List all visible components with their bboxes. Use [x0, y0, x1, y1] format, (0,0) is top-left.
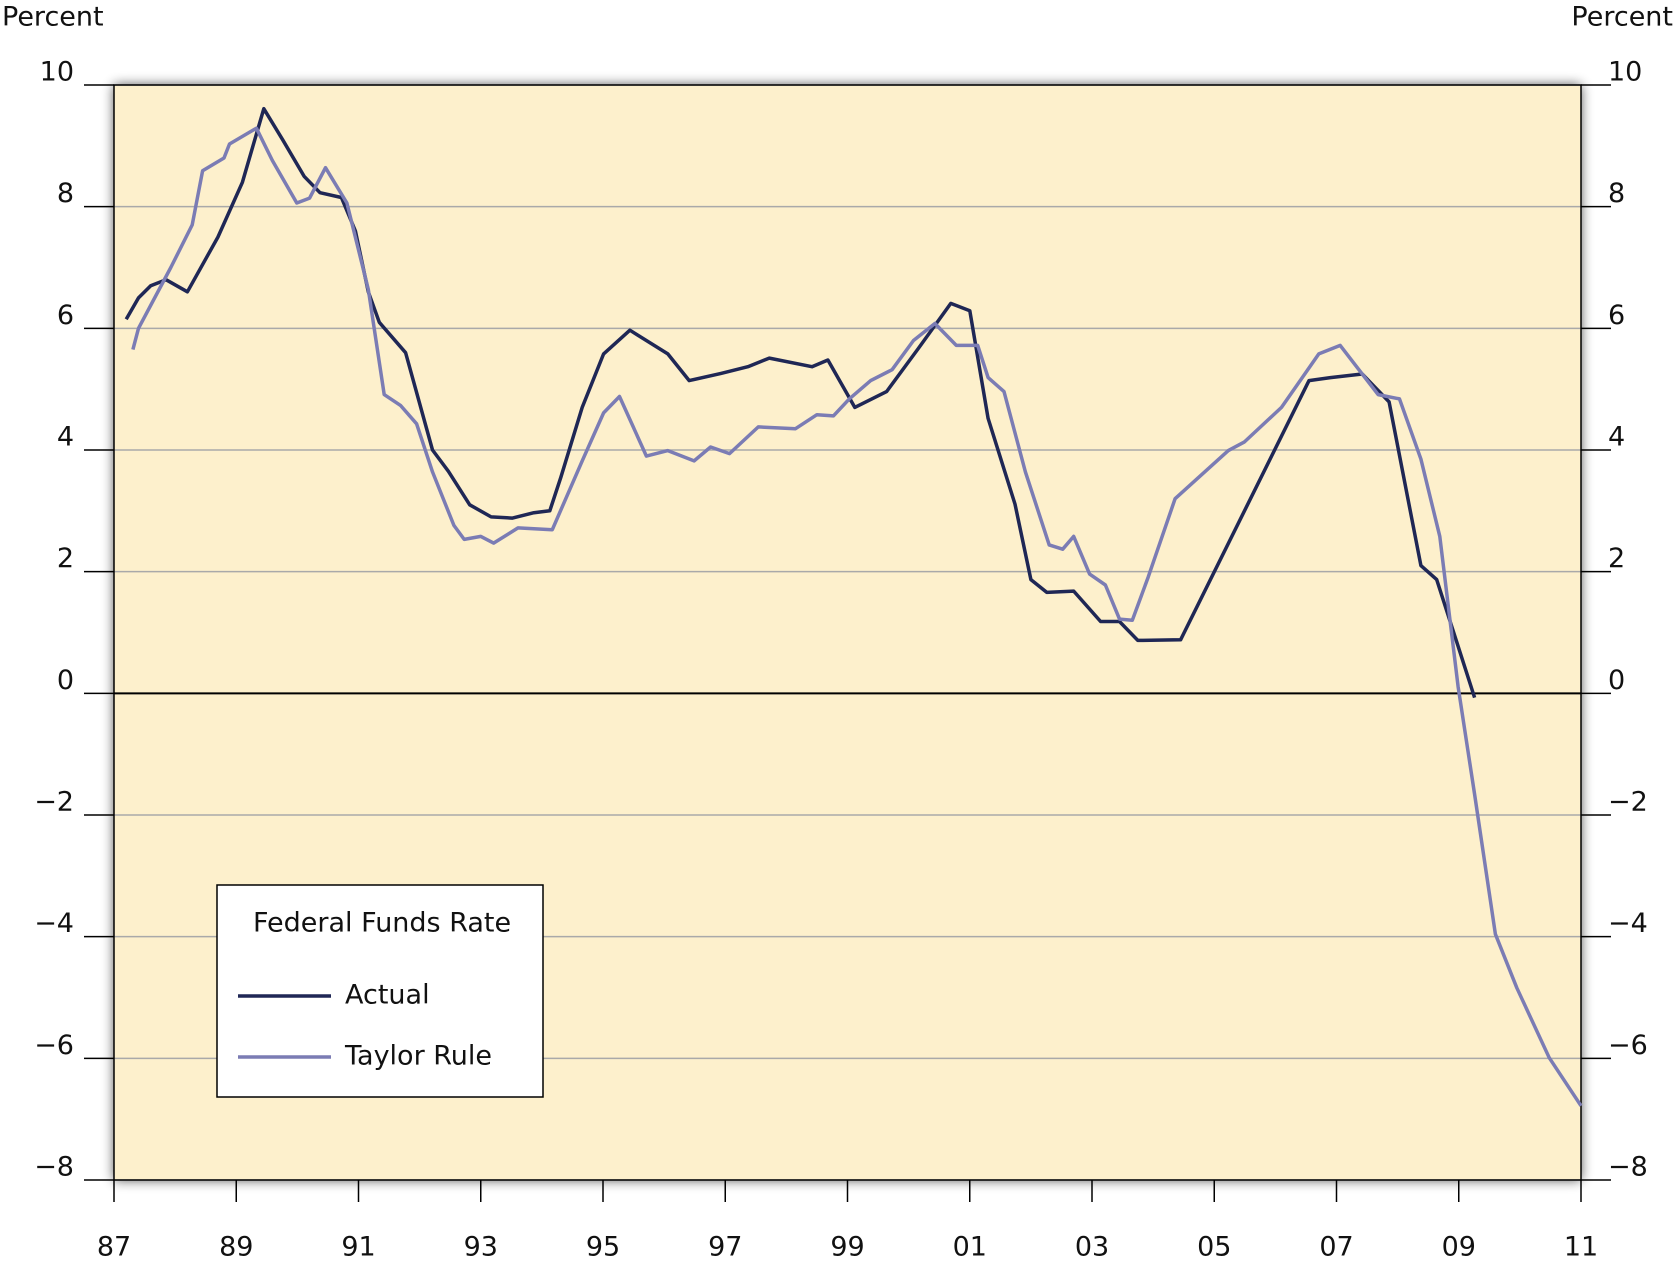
- legend-label: Actual: [345, 980, 430, 1011]
- y2-tick-label: −4: [1608, 908, 1648, 939]
- y2-tick-label: −8: [1608, 1152, 1648, 1183]
- y2-tick-label: 2: [1608, 543, 1625, 574]
- y-tick-label: 6: [57, 300, 74, 331]
- x-tick-label: 07: [1319, 1232, 1353, 1263]
- legend-title: Federal Funds Rate: [253, 908, 511, 939]
- y-tick-label: 10: [40, 57, 74, 88]
- y-tick-label: 0: [57, 665, 74, 696]
- y-tick-label: −6: [34, 1030, 74, 1061]
- x-tick-label: 93: [464, 1232, 498, 1263]
- data-line: [131, 126, 1583, 1107]
- plot-border: [113, 84, 1582, 1181]
- x-tick-label: 03: [1075, 1232, 1109, 1263]
- x-tick-label: 97: [708, 1232, 742, 1263]
- y2-tick-label: 8: [1608, 178, 1625, 209]
- y-tick-label: 2: [57, 543, 74, 574]
- legend: Federal Funds Rate Actual Taylor Rule: [216, 884, 544, 1098]
- x-tick-label: 09: [1442, 1232, 1476, 1263]
- y2-tick-label: 10: [1608, 57, 1642, 88]
- x-tick-label: 89: [219, 1232, 253, 1263]
- x-tick-label: 95: [586, 1232, 620, 1263]
- y2-tick-label: −6: [1608, 1030, 1648, 1061]
- y-tick-label: 8: [57, 178, 74, 209]
- y-tick-label: 4: [57, 422, 74, 453]
- x-tick-label: 05: [1197, 1232, 1231, 1263]
- x-tick-label: 91: [341, 1232, 375, 1263]
- y2-tick-label: 4: [1608, 422, 1625, 453]
- y2-axis-title: Percent: [1571, 2, 1673, 33]
- y2-tick-label: 6: [1608, 300, 1625, 331]
- y2-tick-label: −2: [1608, 787, 1648, 818]
- x-tick-label: 01: [953, 1232, 987, 1263]
- y-tick-label: −2: [34, 787, 74, 818]
- x-tick-label: 11: [1564, 1232, 1598, 1263]
- y-tick-label: −4: [34, 908, 74, 939]
- legend-box: [216, 884, 544, 1098]
- x-tick-label: 87: [97, 1232, 131, 1263]
- y-tick-label: −8: [34, 1152, 74, 1183]
- x-tick-label: 99: [830, 1232, 864, 1263]
- legend-label: Taylor Rule: [344, 1041, 492, 1072]
- y-axis-title: Percent: [2, 2, 104, 33]
- y2-tick-label: 0: [1608, 665, 1625, 696]
- data-line: [124, 106, 1477, 699]
